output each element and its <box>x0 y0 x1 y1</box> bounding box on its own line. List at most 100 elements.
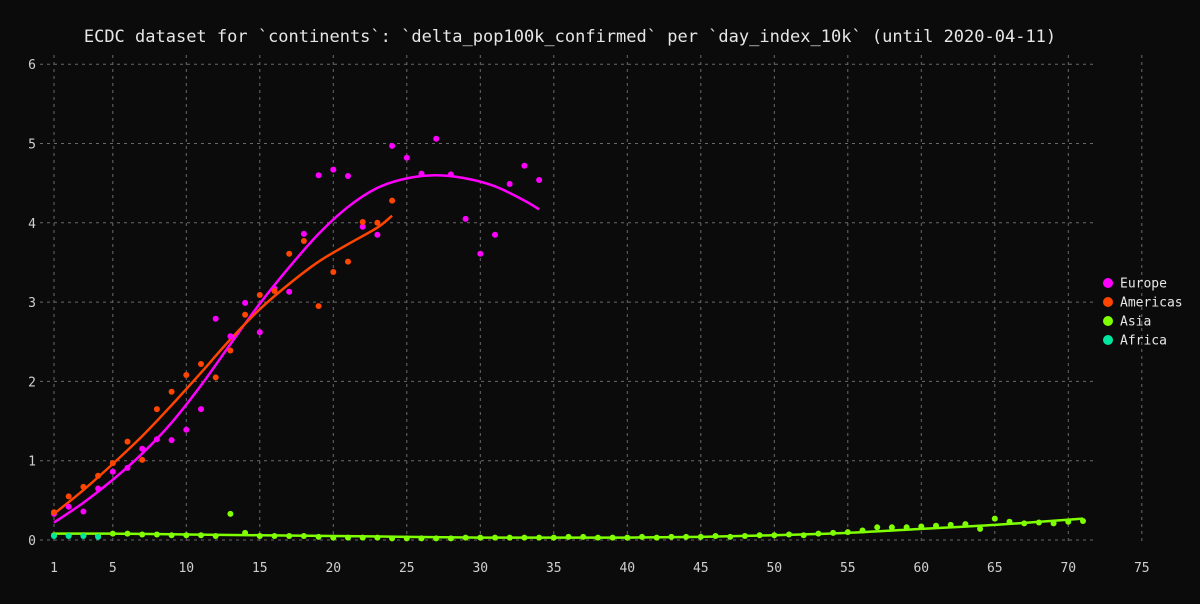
data-point <box>242 311 249 318</box>
data-point <box>65 503 72 510</box>
data-point <box>477 534 484 541</box>
data-point <box>271 287 278 294</box>
data-point <box>139 531 146 538</box>
data-point <box>359 219 366 226</box>
data-point <box>153 436 160 443</box>
data-point <box>962 521 969 528</box>
data-point <box>227 333 234 340</box>
data-point <box>786 531 792 538</box>
x-tick-label: 65 <box>987 561 1003 576</box>
data-point <box>227 347 234 354</box>
data-point <box>345 258 351 265</box>
data-point <box>345 173 351 180</box>
legend-label: Americas <box>1120 296 1183 311</box>
data-point <box>903 524 910 531</box>
data-point <box>212 315 219 322</box>
y-tick-label: 4 <box>28 217 36 232</box>
data-point <box>198 360 204 367</box>
data-point <box>433 135 440 142</box>
data-point <box>741 533 748 540</box>
data-point <box>183 532 190 539</box>
data-point <box>95 533 102 540</box>
data-point <box>609 534 616 541</box>
y-tick-label: 6 <box>28 58 36 73</box>
data-point <box>374 231 381 238</box>
data-point <box>153 406 160 413</box>
data-point <box>65 493 72 500</box>
data-point <box>506 534 513 541</box>
data-point <box>168 532 175 539</box>
data-point <box>1065 518 1072 525</box>
data-point <box>683 533 690 540</box>
data-point <box>492 231 498 238</box>
data-point <box>389 142 396 149</box>
data-point <box>124 438 131 445</box>
data-point <box>198 532 204 539</box>
data-point <box>830 529 837 536</box>
data-point <box>771 532 778 539</box>
data-point <box>580 533 587 540</box>
data-point <box>712 533 719 540</box>
data-point <box>418 535 425 542</box>
legend-label: Asia <box>1120 315 1151 330</box>
data-point <box>242 529 249 536</box>
data-point <box>109 460 116 467</box>
data-point <box>95 472 102 479</box>
data-point <box>947 521 954 528</box>
data-point <box>977 525 984 532</box>
data-point <box>256 329 263 336</box>
data-point <box>403 535 410 542</box>
data-point <box>447 171 454 178</box>
data-point <box>462 534 469 541</box>
data-point <box>330 534 337 541</box>
data-point <box>521 162 528 169</box>
data-point <box>389 535 396 542</box>
x-tick-label: 40 <box>619 561 635 576</box>
data-point <box>315 172 322 179</box>
data-point <box>418 170 425 177</box>
point-layer <box>51 135 1086 542</box>
data-point <box>433 535 440 542</box>
data-point <box>1050 520 1057 527</box>
x-tick-label: 20 <box>325 561 341 576</box>
data-point <box>933 522 939 529</box>
data-point <box>727 533 734 540</box>
data-point <box>242 299 249 306</box>
data-point <box>345 534 351 541</box>
data-point <box>95 485 102 492</box>
data-point <box>859 527 866 534</box>
data-point <box>389 197 396 204</box>
data-point <box>109 468 116 475</box>
data-point <box>447 535 454 542</box>
data-point <box>874 524 881 531</box>
data-point <box>374 219 381 226</box>
data-point <box>139 456 146 463</box>
data-point <box>815 530 822 537</box>
x-tick-label: 10 <box>178 561 194 576</box>
x-tick-label: 60 <box>913 561 929 576</box>
x-tick-label: 5 <box>109 561 117 576</box>
data-point <box>844 529 851 536</box>
x-tick-label: 70 <box>1060 561 1076 576</box>
legend: Europe Americas Asia Africa <box>1103 277 1183 349</box>
grid-layer <box>40 55 1143 545</box>
data-point <box>315 303 322 310</box>
data-point <box>536 534 543 541</box>
legend-marker <box>1103 335 1113 345</box>
data-point <box>462 215 469 222</box>
data-point <box>330 166 337 173</box>
data-point <box>51 533 57 540</box>
data-point <box>374 534 381 541</box>
data-point <box>139 445 146 452</box>
data-point <box>51 509 57 516</box>
data-point <box>756 532 763 539</box>
data-point <box>1080 517 1086 524</box>
y-tick-label: 5 <box>28 138 36 153</box>
legend-marker <box>1103 278 1113 288</box>
data-point <box>286 288 293 295</box>
data-point <box>403 154 410 161</box>
data-point <box>168 388 175 395</box>
data-point <box>271 533 278 540</box>
